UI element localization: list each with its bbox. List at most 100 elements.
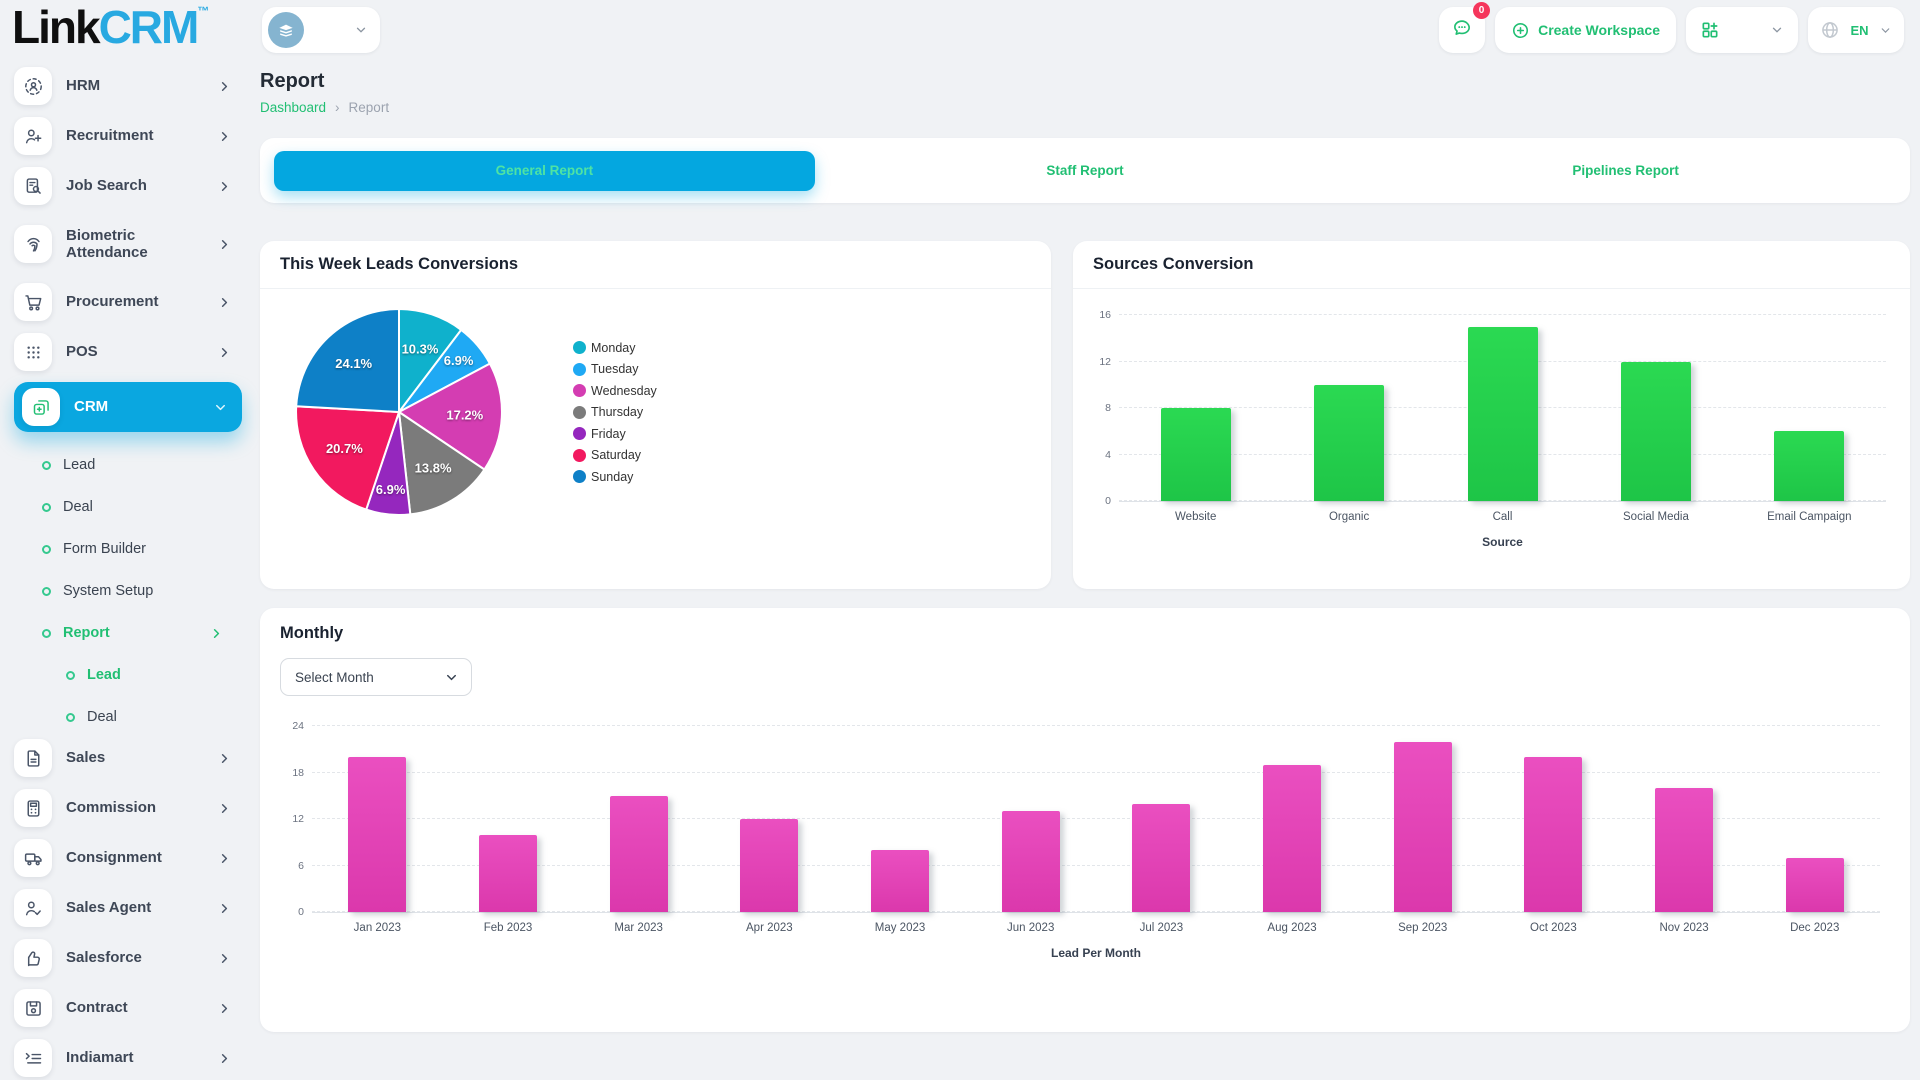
leads-pie-chart: 10.3% 6.9% 17.2% 13.8% 6.9% 20.7% 24.1%	[295, 307, 503, 516]
sidebar-item-pos[interactable]: POS	[14, 332, 246, 372]
pie-slice-wednesday	[397, 362, 503, 471]
consignment-icon	[14, 839, 52, 877]
legend-dot-icon	[573, 405, 586, 419]
tab-general-report[interactable]: General Report	[274, 150, 815, 191]
workspace-selector[interactable]	[262, 7, 380, 53]
pos-icon	[14, 333, 52, 371]
tab-pipelines-report[interactable]: Pipelines Report	[1572, 163, 1679, 178]
sidebar-item-sales-agent[interactable]: Sales Agent	[14, 888, 246, 928]
pie-legend: Monday Tuesday Wednesday Thursday Friday Satu…	[573, 341, 657, 484]
pie-value-label: 24.1%	[335, 356, 372, 371]
monthly-x-labels: Jan 2023 Feb 2023 Mar 2023 Apr 2023 May 2023…	[312, 922, 1880, 934]
procurement-icon	[14, 283, 52, 321]
leads-conversions-card: This Week Leads Conversions 10.3% 6.9% 17.…	[260, 241, 1051, 589]
chevron-down-icon	[354, 23, 368, 37]
sidebar-subitem-system-setup[interactable]: System Setup	[14, 570, 246, 612]
chat-button[interactable]: 0	[1439, 2, 1491, 53]
bar-feb-2023	[443, 726, 574, 912]
sidebar-item-salesforce[interactable]: Salesforce	[14, 938, 246, 978]
sidebar-item-procurement[interactable]: Procurement	[14, 282, 246, 322]
sidebar-subitem-lead[interactable]: Lead	[14, 654, 246, 696]
y-tick-label: 0	[1105, 495, 1111, 507]
card-title: Sources Conversion	[1093, 255, 1254, 273]
y-tick-label: 18	[292, 766, 304, 779]
gridline	[1119, 314, 1886, 315]
workspace-avatar	[268, 12, 304, 48]
x-tick-label: Website	[1175, 511, 1217, 523]
sidebar-item-job-search[interactable]: Job Search	[14, 166, 246, 206]
sources-bar-plot: 0 4 8 12 16	[1099, 309, 1886, 507]
indiamart-icon	[14, 1039, 52, 1077]
brand-logo: LinkCRM™	[12, 1, 210, 53]
bar-email-campaign	[1733, 315, 1886, 501]
x-tick-label: Aug 2023	[1267, 922, 1317, 934]
legend-item-thursday: Thursday	[573, 405, 657, 419]
topbar-actions: 0 Create Workspace EN	[1439, 2, 1904, 53]
bullet-icon	[66, 670, 75, 680]
bullet-icon	[42, 586, 51, 596]
pie-slice-saturday	[295, 405, 401, 511]
bullet-icon	[42, 460, 51, 470]
sidebar-item-crm[interactable]: CRM	[14, 382, 242, 432]
recruitment-icon	[14, 117, 52, 155]
x-tick-label: Oct 2023	[1530, 922, 1577, 934]
breadcrumb-separator: ›	[335, 100, 340, 115]
chevron-right-icon	[217, 851, 232, 866]
select-month-dropdown[interactable]: Select Month	[280, 658, 472, 696]
bar-website	[1119, 315, 1272, 501]
page-title: Report	[260, 70, 325, 92]
tab-staff-report[interactable]: Staff Report	[1046, 163, 1124, 178]
bar-jul-2023	[1096, 726, 1227, 912]
charts-row: This Week Leads Conversions 10.3% 6.9% 17.…	[260, 241, 1910, 589]
create-workspace-button[interactable]: Create Workspace	[1495, 7, 1676, 53]
legend-dot-icon	[573, 362, 586, 376]
sidebar-item-commission[interactable]: Commission	[14, 788, 246, 828]
bar-jun-2023	[965, 726, 1096, 912]
report-tabs: General Report Staff Report Pipelines Repo…	[260, 138, 1910, 203]
x-tick-label: Dec 2023	[1790, 922, 1840, 934]
bar-jan-2023	[312, 726, 443, 912]
legend-dot-icon	[573, 470, 586, 483]
sidebar-item-sales[interactable]: Sales	[14, 738, 246, 778]
sidebar-item-consignment[interactable]: Consignment	[14, 838, 246, 878]
bullet-icon	[42, 544, 51, 554]
x-tick-label: Social Media	[1623, 511, 1689, 523]
sidebar-item-recruitment[interactable]: Recruitment	[14, 116, 246, 156]
sidebar-item-indiamart[interactable]: Indiamart	[14, 1038, 246, 1078]
sidebar-subitem-deal[interactable]: Deal	[14, 696, 246, 738]
sidebar-item-hrm[interactable]: HRM	[14, 66, 246, 106]
apps-grid-icon	[1700, 20, 1720, 40]
chevron-right-icon	[217, 801, 232, 816]
card-header: This Week Leads Conversions	[260, 241, 1051, 289]
y-tick-label: 12	[1099, 355, 1111, 368]
chevron-right-icon	[217, 79, 232, 94]
monthly-chart-area: 0 6 12 18 24 Jan 2023 Feb 2023 Mar 2023 Apr 202…	[260, 696, 1910, 960]
gridline	[312, 911, 1880, 912]
sidebar-subitem-report[interactable]: Report	[14, 612, 246, 654]
language-selector[interactable]: EN	[1808, 7, 1904, 53]
sidebar-item-contract[interactable]: Contract	[14, 988, 246, 1028]
chevron-right-icon	[217, 751, 232, 766]
sidebar-item-biometric-attendance[interactable]: Biometric Attendance	[14, 216, 246, 272]
sales-icon	[14, 739, 52, 777]
y-tick-label: 8	[1105, 402, 1111, 414]
legend-dot-icon	[573, 427, 586, 440]
pie-value-label: 10.3%	[402, 342, 439, 357]
pie-value-label: 6.9%	[376, 482, 406, 497]
chevron-right-icon	[217, 345, 232, 360]
x-tick-label: Mar 2023	[614, 922, 663, 934]
gridline	[312, 771, 1880, 773]
bullet-icon	[66, 712, 75, 722]
x-tick-label: Sep 2023	[1398, 922, 1448, 934]
sidebar-subitem-deal[interactable]: Deal	[14, 486, 246, 528]
bar-call	[1426, 315, 1579, 501]
breadcrumb-dashboard-link[interactable]: Dashboard	[260, 100, 327, 115]
pie-slice-sunday	[295, 307, 400, 414]
job-search-icon	[14, 167, 52, 205]
monthly-card: Monthly Select Month 0 6 12 18 24 Jan 2023 Fe…	[260, 608, 1910, 1032]
sidebar-subitem-form-builder[interactable]: Form Builder	[14, 528, 246, 570]
workspace-grid-dropdown[interactable]	[1686, 7, 1798, 53]
legend-item-wednesday: Wednesday	[573, 384, 657, 398]
sidebar-subitem-lead[interactable]: Lead	[14, 444, 246, 486]
